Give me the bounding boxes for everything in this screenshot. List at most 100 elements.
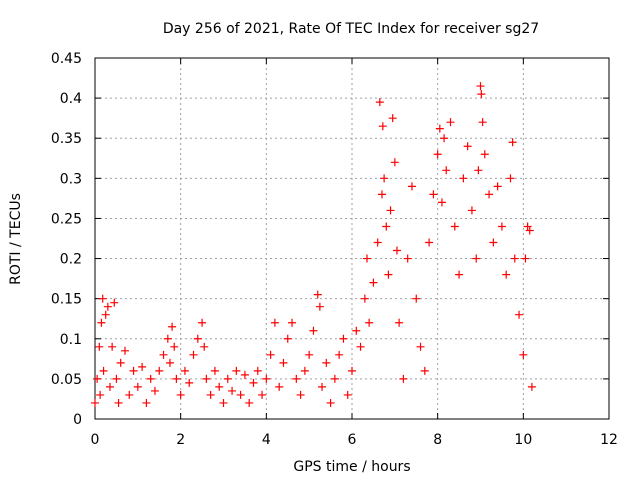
data-point xyxy=(163,334,172,343)
data-point xyxy=(99,366,108,375)
data-point xyxy=(105,382,114,391)
x-tick-label: 8 xyxy=(433,432,442,448)
x-axis-title: GPS time / hours xyxy=(293,459,410,475)
data-point xyxy=(455,270,464,279)
data-point xyxy=(433,150,442,159)
data-point xyxy=(493,182,502,191)
data-point xyxy=(392,246,401,255)
data-point xyxy=(120,346,129,355)
data-point xyxy=(129,366,138,375)
data-point xyxy=(519,350,528,359)
data-point xyxy=(442,166,451,175)
data-point xyxy=(96,390,105,399)
data-point xyxy=(232,366,241,375)
data-point xyxy=(170,342,179,351)
data-point xyxy=(318,382,327,391)
data-point xyxy=(93,374,102,383)
data-point xyxy=(253,366,262,375)
data-point xyxy=(159,350,168,359)
data-point xyxy=(390,158,399,167)
data-point xyxy=(369,278,378,287)
data-point xyxy=(228,386,237,395)
data-point xyxy=(240,370,249,379)
data-point xyxy=(270,318,279,327)
data-point xyxy=(450,222,459,231)
y-tick-label: 0 xyxy=(73,412,82,428)
data-point xyxy=(165,358,174,367)
data-point xyxy=(446,118,455,127)
data-point xyxy=(476,82,485,91)
data-point xyxy=(386,206,395,215)
y-tick-label: 0.35 xyxy=(51,131,82,147)
data-point xyxy=(521,254,530,263)
data-point xyxy=(412,294,421,303)
data-point xyxy=(155,366,164,375)
data-point xyxy=(395,318,404,327)
data-point xyxy=(467,206,476,215)
data-point xyxy=(384,270,393,279)
data-point xyxy=(116,358,125,367)
data-point xyxy=(138,362,147,371)
data-point xyxy=(309,326,318,335)
data-point xyxy=(382,222,391,231)
data-point xyxy=(326,398,335,407)
data-point xyxy=(97,318,106,327)
data-point xyxy=(110,298,119,307)
data-point xyxy=(378,122,387,131)
data-point xyxy=(435,124,444,133)
data-point xyxy=(510,254,519,263)
data-point xyxy=(403,254,412,263)
chart-title: Day 256 of 2021, Rate Of TEC Index for r… xyxy=(163,21,539,37)
y-tick-label: 0.4 xyxy=(60,91,82,107)
x-tick-label: 12 xyxy=(600,432,618,448)
data-point xyxy=(330,374,339,383)
x-tick-label: 0 xyxy=(91,432,100,448)
data-point xyxy=(497,222,506,231)
data-point xyxy=(489,238,498,247)
data-point xyxy=(523,222,532,231)
data-point xyxy=(288,318,297,327)
y-axis-title: ROTI / TECUs xyxy=(8,193,24,285)
data-point xyxy=(275,382,284,391)
y-tick-label: 0.3 xyxy=(60,171,82,187)
data-point xyxy=(95,342,104,351)
data-point xyxy=(360,294,369,303)
data-point xyxy=(279,358,288,367)
data-point xyxy=(478,118,487,127)
y-tick-label: 0.2 xyxy=(60,252,82,268)
data-point xyxy=(474,166,483,175)
data-point xyxy=(258,390,267,399)
data-point xyxy=(472,254,481,263)
data-point xyxy=(339,334,348,343)
data-point xyxy=(236,390,245,399)
data-point xyxy=(375,98,384,107)
data-point xyxy=(193,334,202,343)
data-point xyxy=(245,398,254,407)
data-point xyxy=(206,390,215,399)
data-point xyxy=(399,374,408,383)
data-point xyxy=(108,342,117,351)
data-point xyxy=(463,142,472,151)
data-point xyxy=(420,366,429,375)
data-point xyxy=(480,150,489,159)
data-point xyxy=(508,138,517,147)
data-point xyxy=(219,398,228,407)
data-point xyxy=(407,182,416,191)
data-point xyxy=(322,358,331,367)
data-point xyxy=(223,374,232,383)
data-point xyxy=(101,310,110,319)
data-points xyxy=(91,82,536,407)
data-point xyxy=(525,226,534,235)
data-point xyxy=(176,390,185,399)
x-tick-label: 6 xyxy=(348,432,357,448)
data-point xyxy=(112,374,121,383)
data-point xyxy=(527,382,536,391)
data-point xyxy=(335,350,344,359)
data-point xyxy=(266,350,275,359)
data-point xyxy=(200,342,209,351)
data-point xyxy=(377,190,386,199)
data-point xyxy=(215,382,224,391)
data-point xyxy=(91,398,99,407)
data-point xyxy=(459,174,468,183)
data-point xyxy=(146,374,155,383)
